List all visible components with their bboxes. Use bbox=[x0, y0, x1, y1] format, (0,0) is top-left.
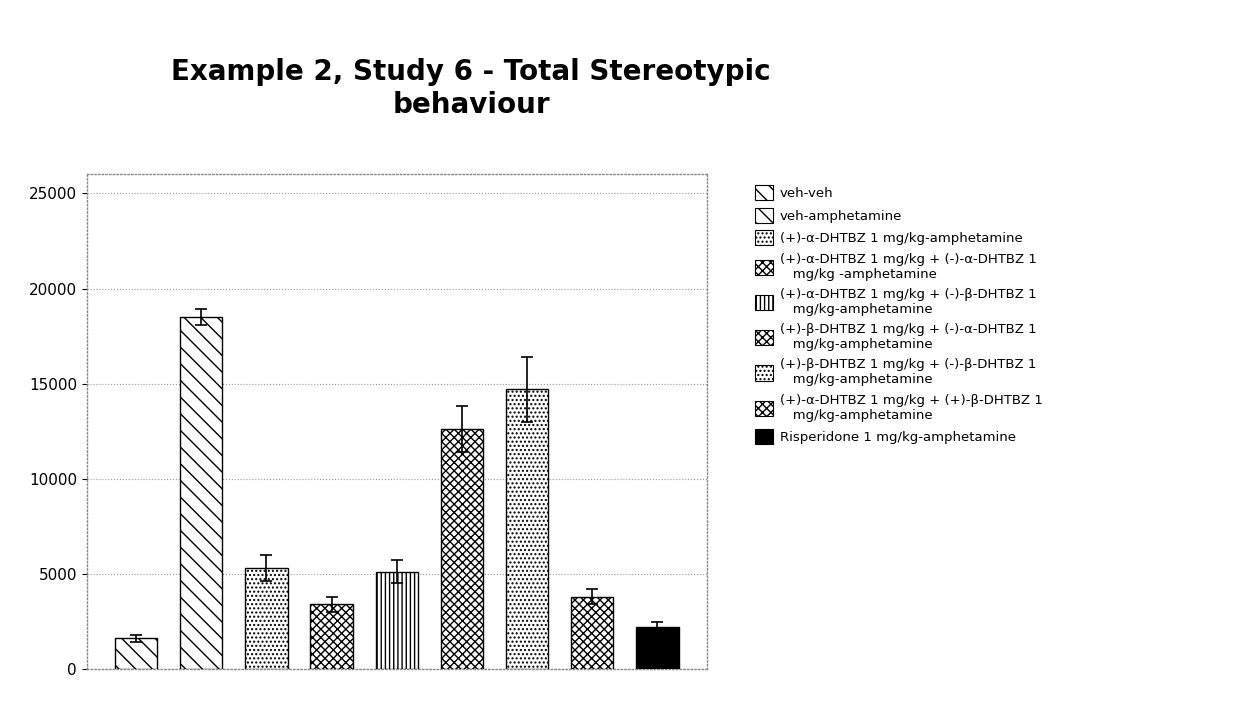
Text: Example 2, Study 6 - Total Stereotypic
behaviour: Example 2, Study 6 - Total Stereotypic b… bbox=[171, 58, 771, 119]
Bar bbox=[115, 638, 157, 669]
Bar bbox=[180, 317, 222, 669]
Bar bbox=[246, 568, 288, 669]
Bar bbox=[506, 390, 548, 669]
Bar bbox=[310, 604, 353, 669]
Bar bbox=[376, 572, 418, 669]
Bar bbox=[572, 597, 614, 669]
Legend: veh-veh, veh-amphetamine, (+)-α-DHTBZ 1 mg/kg-amphetamine, (+)-α-DHTBZ 1 mg/kg +: veh-veh, veh-amphetamine, (+)-α-DHTBZ 1 … bbox=[750, 181, 1047, 448]
Bar bbox=[440, 429, 484, 669]
Bar bbox=[636, 627, 678, 669]
